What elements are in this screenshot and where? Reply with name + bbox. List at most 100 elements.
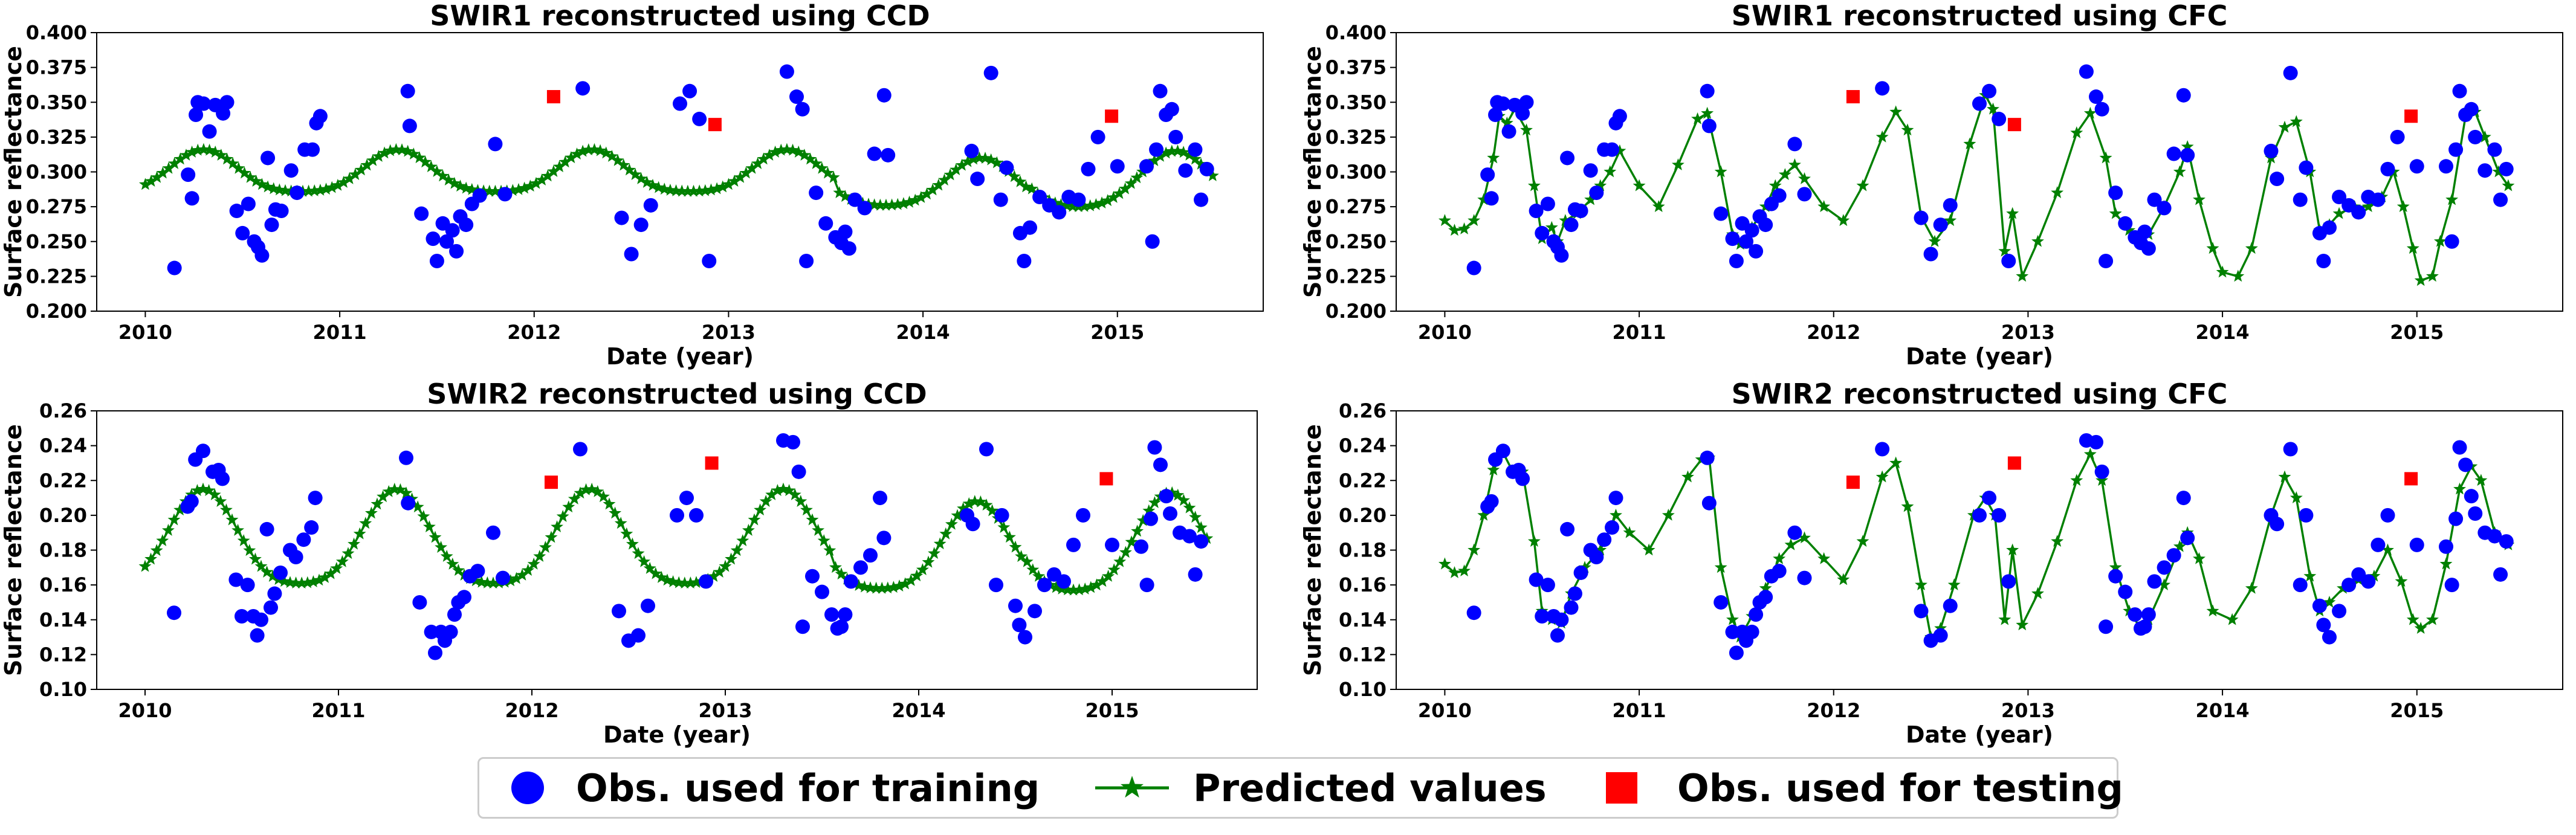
predicted-point xyxy=(2414,622,2427,634)
predicted-point xyxy=(1084,581,1098,593)
training-point xyxy=(692,111,707,126)
training-point xyxy=(1797,187,1812,202)
predicted-point xyxy=(261,566,274,578)
training-point xyxy=(189,107,204,122)
predicted-point xyxy=(2181,140,2194,152)
training-point xyxy=(1159,489,1174,504)
training-point xyxy=(857,201,872,216)
predicted-point xyxy=(2006,207,2019,219)
predicted-point xyxy=(2231,269,2245,282)
predicted-point xyxy=(2278,470,2291,483)
training-point xyxy=(1982,491,1997,506)
training-point xyxy=(2094,464,2109,479)
predicted-point xyxy=(990,156,1003,169)
predicted-point xyxy=(1113,555,1127,567)
predicted-point xyxy=(2361,200,2375,213)
predicted-point xyxy=(957,501,970,514)
training-point xyxy=(824,607,839,622)
training-point xyxy=(1714,206,1729,221)
training-point xyxy=(414,206,429,221)
testing-point xyxy=(1846,90,1860,104)
y-tick-label: 0.22 xyxy=(1339,469,1387,492)
predicted-point xyxy=(2006,543,2019,556)
predicted-point xyxy=(481,576,494,588)
training-point xyxy=(2270,172,2285,187)
training-point xyxy=(1605,142,1620,157)
predicted-point xyxy=(2290,491,2303,503)
training-point xyxy=(1535,225,1550,240)
predicted-point xyxy=(1477,193,1490,205)
predicted-point xyxy=(202,484,216,496)
predicted-point xyxy=(603,497,616,510)
predicted-point xyxy=(506,184,519,196)
y-tick-label: 0.325 xyxy=(26,126,87,149)
predicted-point xyxy=(985,153,998,166)
training-point xyxy=(264,218,279,233)
predicted-point xyxy=(2031,587,2044,599)
predicted-point xyxy=(1726,613,1739,625)
predicted-point xyxy=(539,541,552,553)
predicted-point xyxy=(1500,116,1513,129)
training-point xyxy=(1992,508,2007,523)
training-point xyxy=(1787,525,1802,540)
predicted-point xyxy=(821,166,834,179)
predicted-point xyxy=(897,197,910,210)
training-point xyxy=(2293,578,2308,593)
training-point xyxy=(2322,220,2337,235)
y-tick-label: 0.225 xyxy=(1325,265,1387,288)
predicted-point xyxy=(887,581,900,593)
predicted-point xyxy=(1681,470,1694,483)
predicted-point xyxy=(243,544,256,556)
x-tick-label: 2012 xyxy=(507,321,561,344)
predicted-point xyxy=(1487,151,1500,164)
predicted-point xyxy=(1714,561,1727,573)
training-point xyxy=(1943,198,1958,213)
predicted-point xyxy=(1136,514,1150,526)
training-point xyxy=(1992,111,2007,126)
predicted-point xyxy=(2095,474,2109,486)
predicted-point xyxy=(835,567,848,580)
predicted-point xyxy=(360,158,374,171)
training-point xyxy=(457,590,471,605)
training-point xyxy=(1023,220,1037,235)
predicted-point xyxy=(974,495,987,508)
training-point xyxy=(633,218,649,233)
predicted-point xyxy=(1856,535,1869,547)
x-tick-label: 2014 xyxy=(896,321,950,344)
training-point xyxy=(2493,567,2508,582)
predicted-point xyxy=(580,483,593,495)
predicted-point xyxy=(2070,126,2083,138)
y-tick-label: 0.16 xyxy=(1339,573,1387,596)
predicted-point xyxy=(932,178,945,191)
predicted-point xyxy=(144,175,158,187)
predicted-point xyxy=(1026,563,1040,576)
training-point xyxy=(2141,241,2156,256)
training-point xyxy=(643,198,658,213)
predicted-point xyxy=(1875,470,1889,483)
predicted-point xyxy=(1594,179,1607,192)
predicted-point xyxy=(667,575,680,587)
training-point xyxy=(795,619,810,634)
predicted-point xyxy=(1154,149,1167,162)
training-point xyxy=(1199,161,1214,176)
predicted-point xyxy=(448,176,461,189)
y-tick-label: 0.350 xyxy=(26,91,87,114)
training-point xyxy=(235,225,250,240)
training-point xyxy=(1484,494,1499,509)
predicted-point xyxy=(765,488,778,500)
training-point xyxy=(2176,88,2191,103)
training-point xyxy=(264,600,278,615)
predicted-point xyxy=(582,143,595,156)
training-point xyxy=(876,530,892,546)
x-tick-label: 2015 xyxy=(1090,321,1144,344)
predicted-point xyxy=(1073,583,1086,596)
predicted-point xyxy=(1020,555,1034,567)
predicted-point xyxy=(1084,199,1097,211)
predicted-point xyxy=(734,170,747,183)
predicted-point xyxy=(2381,543,2394,556)
training-point xyxy=(834,619,849,634)
training-point xyxy=(1744,223,1759,238)
predicted-point xyxy=(1113,187,1126,199)
x-axis-label: Date (year) xyxy=(603,721,751,748)
predicted-point xyxy=(475,575,488,588)
